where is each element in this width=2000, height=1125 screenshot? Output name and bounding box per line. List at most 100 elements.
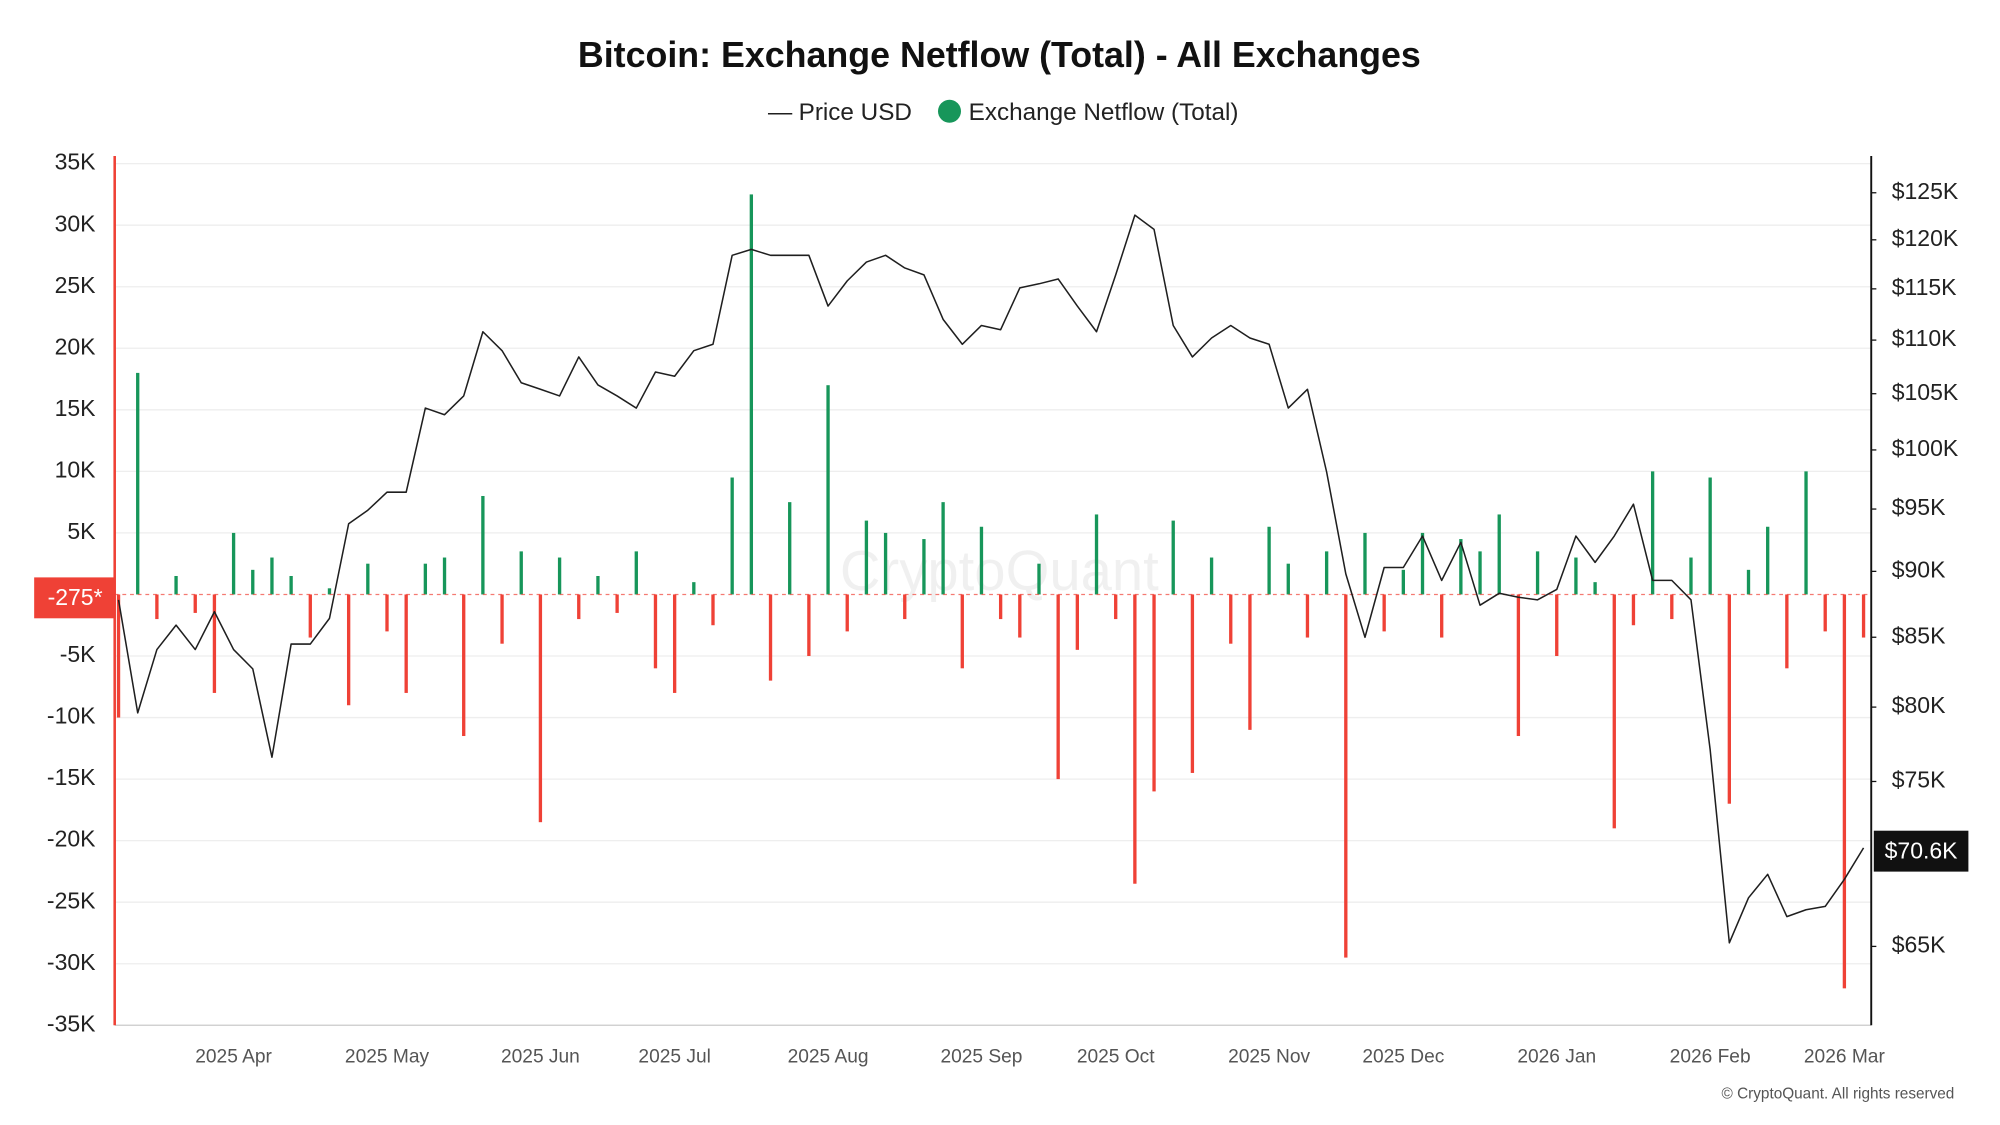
- bar: [1478, 551, 1482, 595]
- x-tick-label: 2026 Feb: [1670, 1046, 1751, 1067]
- y2-tick-label: $90K: [1892, 556, 1946, 582]
- y-tick-label: 10K: [55, 456, 97, 482]
- y2-tick-label: $75K: [1892, 767, 1946, 793]
- bar: [1209, 557, 1214, 595]
- x-tick-label: 2025 May: [345, 1046, 430, 1067]
- bar: [634, 551, 638, 595]
- bar: [385, 594, 389, 632]
- bar: [1171, 520, 1175, 595]
- bar: [155, 594, 159, 620]
- x-tick-label: 2026 Mar: [1804, 1046, 1886, 1067]
- bar: [1248, 594, 1252, 730]
- bar: [116, 594, 121, 718]
- bar: [1631, 594, 1636, 626]
- bar: [1267, 526, 1271, 595]
- bar: [1229, 594, 1233, 644]
- bar: [1593, 582, 1597, 595]
- bar: [1133, 594, 1137, 884]
- bar: [462, 594, 466, 737]
- bar: [998, 594, 1003, 620]
- x-tick-label: 2025 Apr: [195, 1046, 272, 1067]
- bar: [730, 477, 734, 595]
- bar: [1708, 477, 1712, 595]
- bar: [1612, 594, 1616, 829]
- bar: [1459, 539, 1463, 595]
- bar: [442, 557, 447, 595]
- bar: [845, 594, 849, 632]
- y2-tick-label: $80K: [1892, 692, 1946, 718]
- bar: [788, 502, 792, 595]
- bar: [174, 575, 178, 595]
- y-tick-label: -30K: [47, 949, 96, 975]
- y-tick-label: -10K: [47, 703, 96, 729]
- bar: [1689, 557, 1693, 595]
- bar: [1382, 594, 1386, 632]
- bar: [596, 575, 600, 595]
- bar: [615, 594, 619, 613]
- x-tick-label: 2025 Sep: [940, 1046, 1022, 1067]
- bar: [1018, 594, 1022, 638]
- bar: [519, 551, 523, 595]
- y-tick-label: -20K: [47, 826, 96, 852]
- bar: [1555, 594, 1559, 657]
- bar: [1746, 569, 1751, 595]
- bar: [270, 557, 274, 595]
- bar: [807, 594, 811, 657]
- bar: [922, 539, 926, 595]
- bar: [1401, 569, 1405, 595]
- y-tick-label: 15K: [55, 395, 97, 421]
- bar: [136, 372, 140, 595]
- bar: [1286, 563, 1290, 595]
- bar: [711, 594, 715, 626]
- y2-tick-label: $85K: [1892, 622, 1946, 648]
- bar: [500, 594, 504, 644]
- y-tick-label: -15K: [47, 764, 96, 790]
- legend-label: Price USD: [799, 99, 912, 126]
- bar: [749, 194, 754, 595]
- x-tick-label: 2025 Oct: [1077, 1046, 1155, 1067]
- x-tick-label: 2025 Aug: [788, 1046, 869, 1067]
- bar: [193, 594, 197, 613]
- bar: [653, 594, 658, 669]
- bar: [327, 588, 332, 595]
- bar: [1650, 471, 1655, 595]
- x-tick-label: 2025 Jul: [638, 1046, 710, 1067]
- bar: [1574, 557, 1578, 595]
- bar: [692, 582, 696, 595]
- bar: [1152, 594, 1156, 792]
- chart-title: Bitcoin: Exchange Netflow (Total) - All …: [578, 35, 1421, 75]
- y-tick-label: -35K: [47, 1010, 96, 1036]
- legend: Price USD Exchange Netflow (Total): [767, 99, 1238, 126]
- bar: [672, 594, 677, 693]
- bar: [404, 594, 408, 693]
- watermark: CryptoQuant: [840, 539, 1159, 602]
- y2-tick-label: $100K: [1892, 435, 1959, 461]
- bar: [1727, 594, 1731, 804]
- value-badge-label: -275*: [48, 584, 103, 610]
- bar: [1094, 514, 1099, 595]
- y-tick-label: 25K: [55, 272, 97, 298]
- bar: [1670, 594, 1674, 620]
- x-tick-label: 2025 Dec: [1362, 1046, 1444, 1067]
- bar: [1804, 471, 1808, 595]
- credit: © CryptoQuant. All rights reserved: [1722, 1085, 1955, 1102]
- value-badge-label: $70.6K: [1885, 838, 1959, 864]
- bar: [538, 594, 543, 823]
- x-tick-label: 2025 Jun: [501, 1046, 580, 1067]
- y-tick-label: 30K: [55, 210, 97, 236]
- bar: [826, 385, 830, 595]
- value-badge: [34, 577, 115, 619]
- bar: [1861, 594, 1866, 638]
- bar: [903, 594, 907, 620]
- bar: [979, 526, 984, 595]
- bar: [366, 563, 370, 595]
- bar: [251, 569, 255, 595]
- bar: [1823, 594, 1827, 632]
- legend-dot: [937, 99, 962, 123]
- y2-tick-label: $110K: [1892, 325, 1957, 351]
- price-line: [117, 214, 1865, 944]
- bar: [1344, 594, 1348, 958]
- bar: [1056, 594, 1060, 780]
- bar: [481, 495, 485, 595]
